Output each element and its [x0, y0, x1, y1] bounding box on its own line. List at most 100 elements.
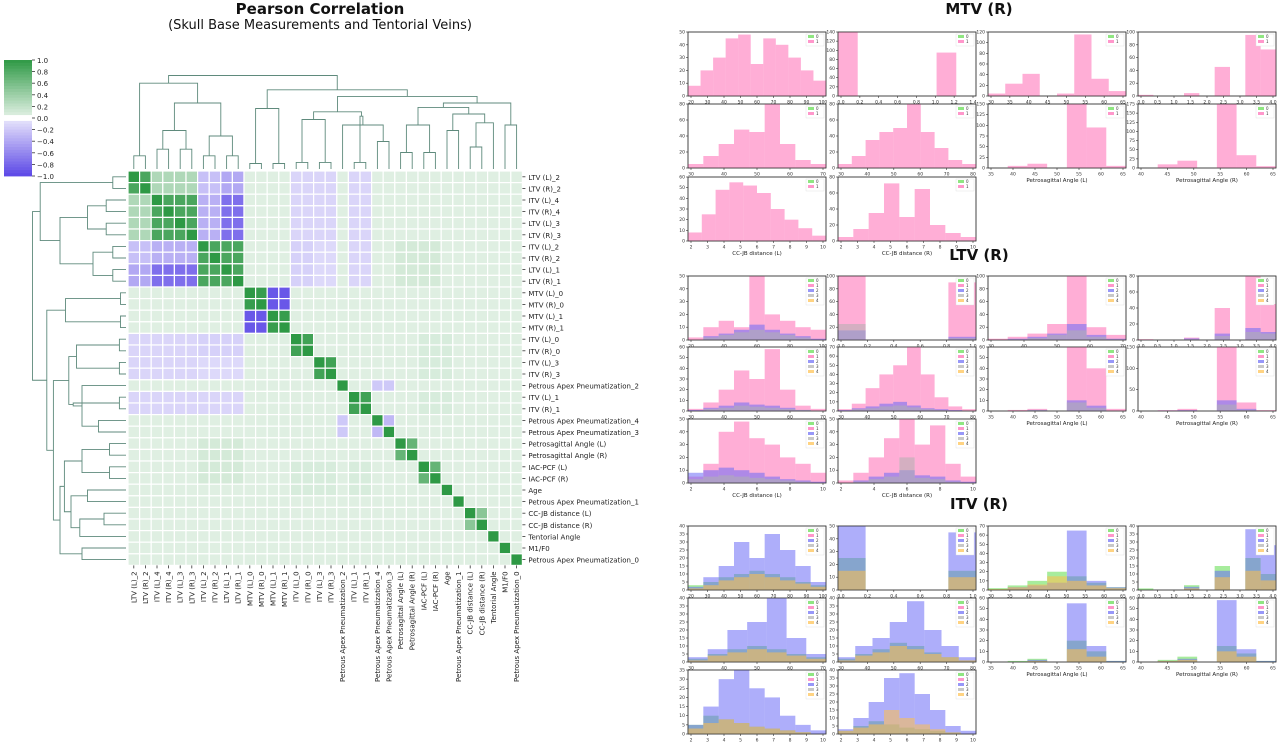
heatmap-cell — [289, 483, 303, 497]
heatmap-cell — [139, 251, 152, 265]
legend-swatch — [1258, 299, 1264, 302]
y-tick-label: 0 — [982, 660, 985, 666]
heatmap-cell — [266, 216, 280, 230]
heatmap-cell — [220, 367, 234, 381]
row-label: ITV (R)_1 — [528, 406, 560, 414]
heatmap-cell — [162, 414, 176, 427]
heatmap-cell — [324, 425, 338, 439]
legend-swatch — [1258, 279, 1264, 282]
heatmap-cell — [278, 228, 291, 242]
heatmap-cell — [208, 251, 222, 265]
y-tick-label: 5 — [832, 724, 835, 730]
colorbar-tick-label: −1.0 — [37, 173, 54, 181]
legend-swatch — [808, 437, 814, 440]
y-tick-label: 60 — [679, 118, 685, 124]
row-label: LTV (R)_1 — [528, 278, 561, 286]
colorbar-segment — [4, 141, 32, 145]
heatmap-cell — [197, 425, 210, 439]
histogram-bar — [1260, 49, 1276, 96]
histogram-bar — [914, 694, 930, 734]
row-label: Petrous Apex Pneumatization_4 — [528, 417, 639, 425]
x-tick-label: 70 — [820, 415, 826, 421]
heatmap-cell — [452, 182, 465, 195]
x-tick-label: 65 — [1120, 666, 1126, 672]
y-tick-label: 80 — [1129, 274, 1135, 280]
heatmap-cell — [278, 472, 291, 485]
heatmap-cell — [231, 553, 245, 566]
heatmap-cell — [220, 460, 234, 474]
heatmap-cell — [197, 390, 210, 404]
heatmap-cell — [475, 286, 489, 300]
heatmap-cell — [371, 298, 384, 311]
x-tick-label: 50 — [1064, 594, 1070, 600]
row-label: Petrous Apex Pneumatization_2 — [528, 383, 639, 391]
legend-swatch — [958, 437, 964, 440]
heatmap-cell — [487, 170, 500, 184]
heatmap-cell — [429, 228, 442, 242]
x-tick-label: 30 — [705, 594, 711, 600]
heatmap-cell — [139, 390, 152, 404]
heatmap-cell — [173, 529, 187, 543]
heatmap-subtitle: (Skull Base Measurements and Tentorial V… — [168, 18, 472, 33]
heatmap-cell — [231, 309, 245, 323]
histogram-bar — [936, 52, 957, 96]
heatmap-cell — [289, 344, 303, 358]
heatmap-cell — [197, 483, 210, 497]
x-tick-label: 8 — [789, 738, 792, 743]
heatmap-cell — [266, 414, 280, 427]
heatmap-cell — [440, 216, 454, 230]
y-tick-label: 40 — [829, 596, 835, 602]
heatmap-cell — [243, 402, 257, 416]
x-axis-label: Petrosagittal Angle (L) — [1026, 421, 1087, 427]
heatmap-cell — [498, 483, 512, 497]
legend-label: 3 — [816, 293, 819, 298]
dendrogram-link — [65, 298, 121, 323]
y-tick-label: 20 — [1129, 638, 1135, 644]
heatmap-cell — [231, 344, 245, 358]
heatmap-cell — [347, 367, 361, 381]
heatmap-cell — [220, 193, 234, 207]
y-tick-label: 40 — [1129, 524, 1135, 530]
heatmap-cell — [173, 483, 187, 497]
x-tick-label: 70 — [771, 594, 777, 600]
heatmap-cell — [510, 309, 523, 323]
heatmap-cell — [139, 506, 152, 520]
heatmap-cell — [487, 240, 500, 253]
legend-label: 2 — [966, 682, 969, 687]
legend-label: 3 — [816, 436, 819, 441]
heatmap-cell — [394, 193, 407, 207]
heatmap-cell — [440, 170, 454, 184]
plot-border — [837, 275, 977, 341]
heatmap-cell — [266, 402, 280, 416]
legend-label: 3 — [966, 364, 969, 369]
heatmap-cell — [498, 495, 512, 508]
heatmap-cell — [429, 251, 442, 265]
histogram-bar — [700, 70, 714, 96]
legend-label: 1 — [1116, 605, 1119, 610]
legend-label: 1 — [966, 605, 969, 610]
x-tick-label: 0.0 — [1137, 344, 1144, 350]
heatmap-cell — [487, 553, 500, 566]
histogram-bar — [1027, 163, 1048, 168]
histogram-bar — [784, 219, 799, 241]
heatmap-cell — [208, 205, 222, 219]
heatmap-cell — [371, 379, 384, 392]
x-tick-label: 10 — [820, 245, 826, 251]
legend-label: 2 — [966, 288, 969, 293]
histogram-bar — [1027, 338, 1048, 340]
heatmap-cell — [498, 367, 512, 381]
heatmap-cell — [197, 228, 210, 242]
heatmap-cell — [243, 448, 257, 462]
histogram-bar — [1091, 78, 1109, 96]
histogram-bar — [853, 229, 869, 241]
x-tick-label: 65 — [1120, 172, 1126, 178]
x-tick-label: 70 — [1120, 344, 1126, 350]
heatmap-cell — [382, 274, 396, 288]
heatmap-cell — [127, 321, 141, 334]
heatmap-cell — [162, 321, 176, 334]
heatmap-cell — [359, 298, 373, 311]
y-tick-label: 30 — [829, 549, 835, 555]
y-tick-label: 30 — [1129, 540, 1135, 546]
heatmap-cell — [243, 437, 257, 450]
heatmap-cell — [359, 414, 373, 427]
